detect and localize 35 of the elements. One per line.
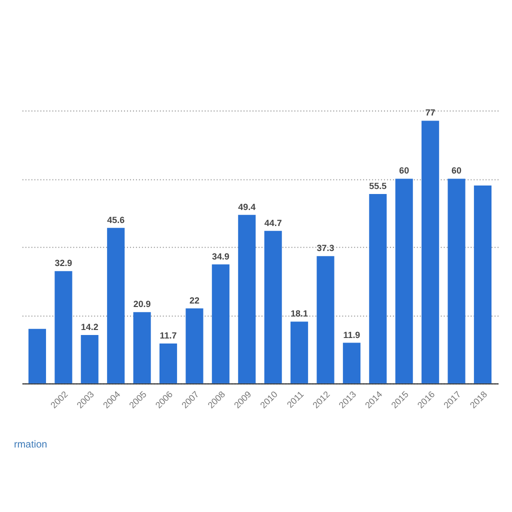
data-label: 60 [452,166,462,176]
bar [290,322,308,384]
data-label: 11.7 [160,330,177,341]
data-label: 77 [425,108,436,118]
data-label: 20.9 [133,299,151,310]
bar [159,343,178,384]
data-label: 32.9 [54,258,72,268]
bar [107,228,125,384]
data-label: 55.5 [369,181,387,192]
data-label: 22 [189,295,200,306]
bar [80,334,98,384]
bar [395,178,413,384]
data-label: 60 [399,166,410,176]
bar [133,312,151,384]
bar [238,214,256,384]
data-label: 14.2 [80,322,98,332]
data-label: 18.1 [290,308,308,319]
bar [369,194,387,384]
bar [54,271,72,384]
bar [342,342,360,384]
bar [474,186,492,384]
data-label: 11.9 [343,330,360,340]
bar [264,230,282,384]
data-label: 37.3 [316,243,334,254]
data-label: 44.7 [264,218,282,228]
data-label: 49.4 [238,202,256,212]
bar [186,308,204,384]
data-label: 34.9 [212,251,230,262]
data-label: 45.6 [107,214,125,225]
text: rmation [14,440,48,451]
bar [28,328,46,384]
bar [448,178,466,384]
bar [316,256,334,384]
bar [422,120,440,384]
bar [212,264,230,384]
